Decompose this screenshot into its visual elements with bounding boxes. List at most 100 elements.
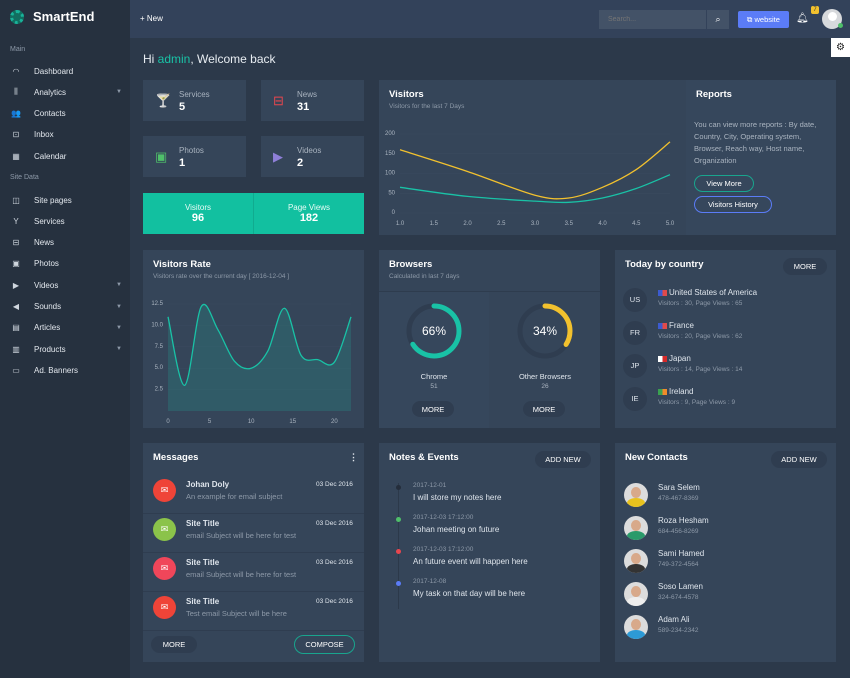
- browser-donut: [406, 303, 462, 359]
- sidebar-item-sounds[interactable]: ◀ Sounds ▼: [10, 297, 122, 317]
- sidebar-item-label: News: [34, 238, 55, 248]
- note-text: My task on that day will be here: [413, 589, 526, 598]
- top-header: + New ⌕ ⧉ website 🔔︎ 7: [130, 0, 850, 38]
- y-tick-label: 150: [385, 151, 396, 157]
- note-item[interactable]: 2017-12-01 I will store my notes here: [379, 481, 600, 511]
- more-options-icon[interactable]: ⋮: [349, 452, 358, 462]
- settings-gear-icon[interactable]: ⚙: [831, 38, 850, 57]
- country-more-button[interactable]: MORE: [783, 258, 827, 275]
- browser-more-button[interactable]: MORE: [523, 401, 565, 417]
- x-tick-label: 2.5: [497, 221, 506, 227]
- bell-icon[interactable]: 🔔︎: [796, 13, 809, 24]
- visitors-card: Visitors Visitors for the last 7 Days 0 5…: [379, 80, 836, 235]
- note-item[interactable]: 2017-12-03 17:12:00 Johan meeting on fut…: [379, 513, 600, 543]
- sidebar-item-label: Analytics: [34, 87, 67, 97]
- stat-tile-photos[interactable]: ▣ Photos 1: [143, 136, 246, 177]
- sidebar-item-label: Sounds: [34, 302, 62, 311]
- contact-item[interactable]: Adam Ali 589-234-2342: [623, 613, 828, 643]
- message-item[interactable]: ✉ Site Title 03 Dec 2016 email Subject w…: [143, 515, 364, 553]
- external-link-icon: ⧉: [747, 15, 755, 24]
- inbox-icon: ⊡: [12, 130, 20, 140]
- country-code: IE: [623, 387, 647, 411]
- y-tick-label: 0: [392, 210, 396, 216]
- search-icon[interactable]: ⌕: [706, 10, 729, 29]
- message-sender: Site Title: [186, 558, 220, 567]
- stat-value: 1: [179, 157, 186, 169]
- view-more-button[interactable]: View More: [694, 175, 754, 192]
- site-pages-icon: ◫: [12, 195, 20, 205]
- contact-phone: 684-456-8269: [658, 528, 699, 535]
- contact-item[interactable]: Roza Hesham 684-456-8269: [623, 514, 828, 544]
- note-date: 2017-12-03 17:12:00: [413, 514, 474, 521]
- section-site-label: Site Data: [10, 174, 39, 181]
- sidebar-item-calendar[interactable]: ▦ Calendar: [10, 146, 122, 166]
- contacts-icon: 👥: [11, 109, 21, 119]
- stat-label: Services: [179, 90, 210, 99]
- visitors-total: Visitors 96: [143, 193, 254, 234]
- stat-tile-news[interactable]: ⊟ News 31: [261, 80, 364, 121]
- contact-item[interactable]: Sara Selem 478-467-8369: [623, 481, 828, 511]
- sidebar-item-analytics[interactable]: ⫼ Analytics ▼: [10, 82, 122, 102]
- browser-name: Chrome: [420, 372, 448, 381]
- sidebar-item-inbox[interactable]: ⊡ Inbox: [10, 125, 122, 145]
- compose-button[interactable]: COMPOSE: [294, 635, 355, 654]
- y-tick-label: 200: [385, 131, 396, 137]
- x-tick-label: 4.0: [598, 221, 607, 227]
- section-main-label: Main: [10, 46, 26, 53]
- website-button[interactable]: ⧉ website: [738, 11, 789, 28]
- x-tick-label: 4.5: [632, 221, 641, 227]
- news-icon: ⊟: [12, 238, 20, 248]
- reports-text: You can view more reports : By date, Cou…: [694, 120, 817, 165]
- sidebar-item-photos[interactable]: ▣ Photos: [10, 254, 122, 274]
- x-tick-label: 15: [289, 419, 296, 425]
- country-row[interactable]: US United States of America Visitors : 3…: [623, 286, 828, 316]
- search-input[interactable]: [599, 10, 706, 29]
- sidebar-item-services[interactable]: Y Services: [10, 211, 122, 231]
- note-item[interactable]: 2017-12-03 17:12:00 An future event will…: [379, 545, 600, 575]
- message-item[interactable]: ✉ Johan Doly 03 Dec 2016 An example for …: [143, 476, 364, 514]
- sidebar-item-site-pages[interactable]: ◫ Site pages: [10, 190, 122, 210]
- message-sender: Site Title: [186, 597, 220, 606]
- sidebar-item-news[interactable]: ⊟ News: [10, 233, 122, 253]
- visitors-history-button[interactable]: Visitors History: [694, 196, 772, 213]
- contact-item[interactable]: Soso Lamen 324-674-4578: [623, 580, 828, 610]
- country-code: US: [623, 288, 647, 312]
- new-button[interactable]: + New: [140, 14, 163, 23]
- note-item[interactable]: 2017-12-08 My task on that day will be h…: [379, 577, 600, 607]
- message-item[interactable]: ✉ Site Title 03 Dec 2016 Test email Subj…: [143, 593, 364, 631]
- add-note-button[interactable]: ADD NEW: [535, 451, 591, 468]
- message-date: 03 Dec 2016: [316, 559, 353, 566]
- brand[interactable]: SmartEnd: [10, 9, 94, 24]
- stat-value: 2: [297, 157, 304, 169]
- add-contact-button[interactable]: ADD NEW: [771, 451, 827, 468]
- country-row[interactable]: IE Ireland Visitors : 9, Page Views : 9: [623, 385, 828, 415]
- contact-avatar: [624, 615, 648, 639]
- services-icon: Y: [13, 216, 19, 226]
- sidebar-item-products[interactable]: ▥ Products ▼: [10, 339, 122, 359]
- videos-icon: ▶: [12, 280, 20, 290]
- sidebar-item-dashboard[interactable]: ◠ Dashboard: [10, 61, 122, 81]
- country-row[interactable]: FR France Visitors : 20, Page Views : 62: [623, 319, 828, 349]
- message-item[interactable]: ✉ Site Title 03 Dec 2016 email Subject w…: [143, 554, 364, 592]
- user-avatar[interactable]: [822, 9, 842, 29]
- browser-percent: 34%: [532, 324, 558, 338]
- sidebar-item-label: Ad. Banners: [34, 365, 79, 375]
- sidebar-item-contacts[interactable]: 👥 Contacts: [10, 104, 122, 124]
- contact-item[interactable]: Sami Hamed 749-372-4564: [623, 547, 828, 577]
- sidebar-item-articles[interactable]: ▤ Articles ▼: [10, 318, 122, 338]
- contacts-title: New Contacts: [625, 452, 688, 463]
- country-row[interactable]: JP Japan Visitors : 14, Page Views : 14: [623, 352, 828, 382]
- sidebar-item-ad-banners[interactable]: ▭ Ad. Banners: [10, 360, 122, 380]
- stat-tile-services[interactable]: 🍸 Services 5: [143, 80, 246, 121]
- browser-0: 66% Chrome 51 MORE: [379, 292, 489, 428]
- messages-more-button[interactable]: MORE: [151, 636, 197, 653]
- messages-title: Messages: [153, 452, 199, 463]
- cast-icon: ⊟: [273, 93, 284, 108]
- sidebar-item-videos[interactable]: ▶ Videos ▼: [10, 275, 122, 295]
- browser-1: 34% Other Browsers 26 MORE: [490, 292, 600, 428]
- stat-tile-videos[interactable]: ▶ Videos 2: [261, 136, 364, 177]
- browser-more-button[interactable]: MORE: [412, 401, 454, 417]
- reports-title: Reports: [696, 89, 732, 100]
- sidebar-item-label: Contacts: [34, 109, 66, 119]
- contact-name: Roza Hesham: [658, 516, 709, 525]
